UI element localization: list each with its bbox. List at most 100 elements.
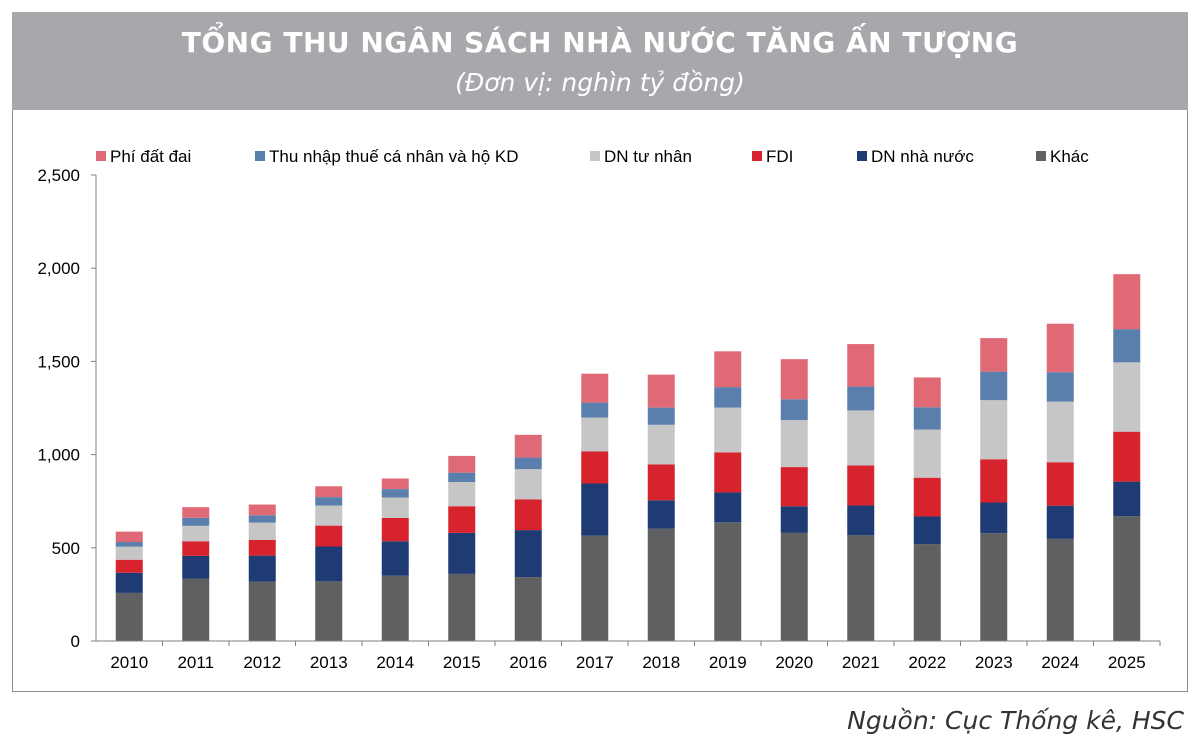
bar-segment [847, 465, 875, 506]
y-tick-label: 2,000 [37, 259, 80, 278]
bar-segment [315, 525, 343, 547]
x-axis: 2010 2011 2012 2013 2014 2015 2016 2017 2018 2019… [96, 640, 1161, 672]
bar-segment [315, 581, 343, 641]
source-note: Nguồn: Cục Thống kê, HSC [847, 706, 1184, 735]
bar-segment [1046, 462, 1074, 506]
bar-segment [1113, 481, 1141, 517]
bar-segment [1046, 538, 1074, 641]
bar-segment [847, 505, 875, 536]
bar-segment [980, 400, 1008, 460]
bar-segment [248, 522, 276, 540]
y-tick-label: 500 [52, 539, 80, 558]
x-tick-label: 2016 [509, 653, 547, 672]
x-tick-label: 2025 [1108, 653, 1146, 672]
bar-segment [980, 338, 1008, 372]
bars [115, 274, 1141, 641]
bar-segment [448, 455, 476, 473]
bar-segment [847, 386, 875, 411]
bar-segment [1046, 372, 1074, 402]
x-tick-label: 2010 [110, 653, 148, 672]
bar-segment [647, 424, 675, 465]
bar-segment [780, 420, 808, 468]
bar-segment [780, 506, 808, 533]
chart-header: TỔNG THU NGÂN SÁCH NHÀ NƯỚC TĂNG ẤN TƯỢN… [12, 12, 1188, 110]
bar-segment [182, 578, 210, 641]
legend-swatch [857, 151, 867, 161]
legend-label: FDI [766, 147, 793, 166]
bar-segment [647, 374, 675, 408]
bar-segment [182, 541, 210, 556]
bar-segment [581, 451, 609, 484]
bar-segment [448, 472, 476, 483]
bar-segment [514, 530, 542, 578]
x-tick-label: 2021 [842, 653, 880, 672]
bar-segment [381, 478, 409, 490]
bar-segment [1046, 505, 1074, 539]
bar-segment [381, 541, 409, 576]
bar-segment [182, 517, 210, 526]
bar-segment [714, 407, 742, 453]
x-tick-label: 2018 [642, 653, 680, 672]
bar-segment [115, 542, 143, 547]
bar-segment [780, 532, 808, 641]
bar-segment [1113, 516, 1141, 641]
bar-segment [448, 482, 476, 507]
bar-segment [315, 497, 343, 506]
bar-segment [514, 434, 542, 458]
bar-segment [581, 483, 609, 536]
bar-segment [913, 477, 941, 517]
bar-segment [647, 528, 675, 641]
bar-segment [913, 516, 941, 545]
bar-segment [182, 555, 210, 579]
bar-segment [248, 539, 276, 556]
legend-label: DN tư nhân [604, 147, 692, 166]
bar-segment [714, 452, 742, 493]
bar-segment [514, 577, 542, 641]
legend: Phí đất đai Thu nhập thuế cá nhân và hộ K… [96, 147, 1089, 166]
y-tick-label: 1,500 [37, 352, 80, 371]
legend-swatch [96, 151, 106, 161]
bar-segment [1113, 431, 1141, 482]
bar-segment [980, 459, 1008, 503]
legend-label: Khác [1050, 147, 1089, 166]
bar-segment [248, 504, 276, 516]
bar-segment [448, 532, 476, 574]
x-tick-label: 2020 [775, 653, 813, 672]
bar-segment [780, 359, 808, 400]
chart-title: TỔNG THU NGÂN SÁCH NHÀ NƯỚC TĂNG ẤN TƯỢN… [181, 26, 1019, 59]
bar-segment [1113, 329, 1141, 363]
bar-segment [847, 535, 875, 641]
y-axis: 0 500 1,000 1,500 2,000 2,500 [37, 166, 97, 651]
bar-segment [115, 592, 143, 641]
bar-segment [381, 497, 409, 518]
bar-segment [115, 531, 143, 543]
bar-segment [315, 505, 343, 526]
bar-segment [913, 544, 941, 641]
legend-swatch [590, 151, 600, 161]
bar-segment [448, 573, 476, 641]
bar-segment [780, 467, 808, 507]
bar-segment [581, 373, 609, 403]
x-tick-label: 2015 [443, 653, 481, 672]
bar-segment [115, 572, 143, 593]
bar-segment [1046, 401, 1074, 463]
bar-segment [913, 429, 941, 478]
legend-swatch [752, 151, 762, 161]
y-tick-label: 0 [71, 632, 80, 651]
bar-segment [714, 351, 742, 388]
bar-segment [1113, 362, 1141, 432]
bar-segment [315, 486, 343, 498]
chart-subtitle: (Đơn vị: nghìn tỷ đồng) [455, 68, 745, 97]
bar-segment [248, 581, 276, 641]
bar-segment [182, 507, 210, 518]
bar-segment [1046, 323, 1074, 373]
bar-segment [581, 417, 609, 452]
x-tick-label: 2014 [376, 653, 414, 672]
bar-segment [714, 492, 742, 523]
x-tick-label: 2019 [709, 653, 747, 672]
bar-segment [714, 522, 742, 641]
x-tick-label: 2024 [1041, 653, 1079, 672]
bar-segment [647, 500, 675, 529]
legend-label: DN nhà nước [871, 147, 974, 166]
